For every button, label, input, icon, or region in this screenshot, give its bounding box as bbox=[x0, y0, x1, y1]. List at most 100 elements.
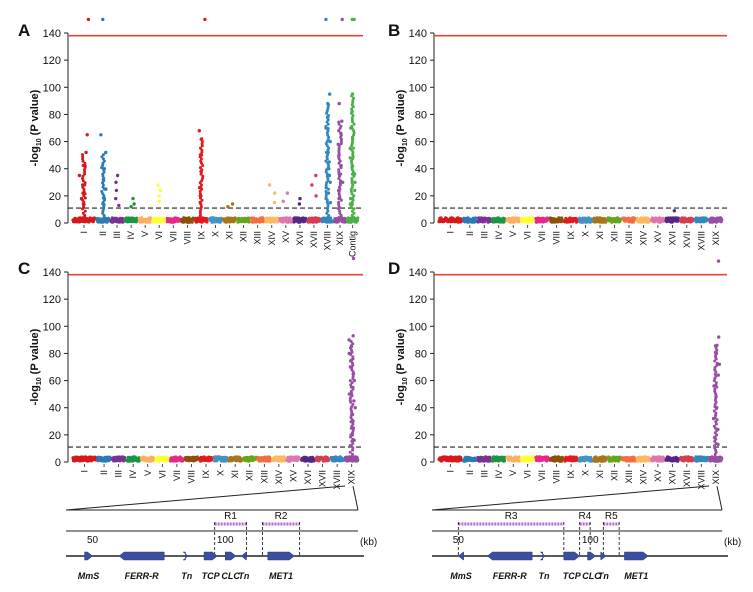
snp-peak-point bbox=[325, 181, 328, 185]
x-tick-label: XIX bbox=[711, 470, 721, 485]
snp-peak-point bbox=[338, 174, 341, 178]
snp-peak-point bbox=[132, 202, 136, 206]
gene-label: CLC bbox=[221, 571, 240, 581]
snp-point bbox=[148, 220, 152, 224]
snp-peak-point bbox=[350, 94, 354, 98]
snp-peak-point bbox=[325, 216, 329, 220]
snp-peak-point bbox=[337, 200, 341, 204]
snp-peak-point bbox=[325, 174, 329, 178]
x-tick-label: XIII bbox=[259, 470, 269, 484]
snp-peak-point bbox=[715, 429, 719, 432]
snp-point bbox=[121, 220, 125, 224]
snp-peak-point bbox=[351, 357, 355, 361]
snp-peak-point bbox=[230, 202, 235, 206]
y-tick-label: 120 bbox=[43, 294, 61, 306]
snp-peak-point bbox=[351, 256, 356, 261]
snp-peak-point bbox=[83, 183, 87, 187]
snp-peak-point bbox=[339, 213, 343, 217]
snp-peak-point bbox=[328, 139, 332, 144]
snp-peak-point bbox=[327, 187, 330, 191]
snp-point bbox=[589, 219, 593, 223]
gene-arrow bbox=[600, 551, 607, 561]
x-tick-label: I bbox=[445, 470, 455, 473]
x-tick-label: XI bbox=[595, 470, 605, 479]
snp-peak-point bbox=[104, 150, 108, 155]
x-tick-label: II bbox=[99, 470, 109, 475]
snp-point bbox=[312, 459, 316, 463]
snp-peak-point bbox=[101, 164, 105, 167]
snp-peak-point bbox=[199, 146, 202, 150]
gene-label: TCP bbox=[202, 571, 221, 581]
snp-peak-point bbox=[337, 101, 341, 106]
y-tick-label: 120 bbox=[409, 55, 427, 67]
snp-peak-point bbox=[337, 146, 341, 150]
snp-peak-point bbox=[198, 153, 202, 157]
x-tick-label: XIX bbox=[711, 231, 721, 246]
x-tick-label: XV bbox=[653, 231, 663, 243]
x-tick-label: III bbox=[479, 231, 489, 239]
snp-point bbox=[517, 455, 521, 459]
gene-label: Tn bbox=[181, 571, 192, 581]
snp-peak-point bbox=[83, 196, 87, 200]
snp-peak-point bbox=[348, 396, 352, 400]
region-label: R5 bbox=[605, 511, 618, 522]
snp-peak-point bbox=[327, 103, 331, 107]
zoom-connector-right bbox=[352, 485, 359, 511]
x-tick-label: XIII bbox=[624, 231, 634, 245]
map-unit-label: (kb) bbox=[360, 537, 377, 548]
y-tick-label: 20 bbox=[415, 430, 427, 442]
snp-peak-point bbox=[114, 188, 119, 193]
snp-point bbox=[517, 220, 521, 224]
snp-point bbox=[93, 216, 97, 220]
snp-peak-point bbox=[129, 205, 133, 209]
snp-peak-point bbox=[352, 216, 356, 220]
snp-peak-point bbox=[351, 448, 355, 452]
snp-peak-point bbox=[326, 179, 330, 183]
snp-point bbox=[190, 220, 194, 224]
x-tick-label: II bbox=[465, 231, 475, 236]
snp-point bbox=[356, 458, 360, 462]
x-tick-label: IV bbox=[128, 470, 138, 479]
gene-arrow bbox=[203, 551, 218, 561]
gene-label: TCP bbox=[563, 571, 582, 581]
snp-peak-point bbox=[117, 203, 121, 208]
snp-point bbox=[123, 458, 127, 462]
x-tick-label: VII bbox=[172, 470, 182, 481]
snp-peak-point bbox=[352, 211, 356, 215]
x-tick-label: IV bbox=[494, 231, 504, 240]
snp-peak-point bbox=[351, 387, 355, 391]
x-tick-label: V bbox=[140, 231, 150, 237]
snp-peak-point bbox=[351, 452, 354, 456]
gene-label: MmS bbox=[78, 571, 100, 581]
snp-peak-point bbox=[715, 418, 719, 422]
snp-peak-point bbox=[713, 368, 717, 372]
x-tick-label: XVI bbox=[667, 231, 677, 246]
snp-peak-point bbox=[350, 418, 354, 422]
x-tick-label: X bbox=[581, 231, 591, 237]
snp-peak-point bbox=[349, 190, 353, 193]
x-tick-label: XII bbox=[609, 470, 619, 481]
snp-peak-point bbox=[340, 17, 344, 22]
snp-peak-point bbox=[297, 202, 302, 206]
x-tick-label: XVII bbox=[318, 470, 328, 487]
snp-peak-point bbox=[324, 150, 328, 154]
snp-peak-point bbox=[339, 131, 343, 135]
snp-peak-point bbox=[350, 148, 354, 152]
snp-peak-point bbox=[198, 155, 202, 159]
y-label-part: (P value) bbox=[395, 89, 407, 138]
y-tick-label: 140 bbox=[43, 267, 61, 279]
x-tick-label: IX bbox=[201, 470, 211, 479]
snp-peak-point bbox=[348, 398, 352, 402]
gene-arrow bbox=[118, 551, 165, 561]
x-tick-label: VII bbox=[537, 470, 547, 481]
y-label-sub: 10 bbox=[402, 377, 409, 385]
zoom-connector-left bbox=[65, 485, 346, 511]
snp-point bbox=[720, 457, 724, 461]
snp-peak-point bbox=[201, 140, 204, 144]
snp-point bbox=[329, 216, 333, 220]
snp-point bbox=[225, 456, 229, 460]
snp-point bbox=[459, 217, 463, 221]
region-label: R1 bbox=[224, 511, 237, 522]
